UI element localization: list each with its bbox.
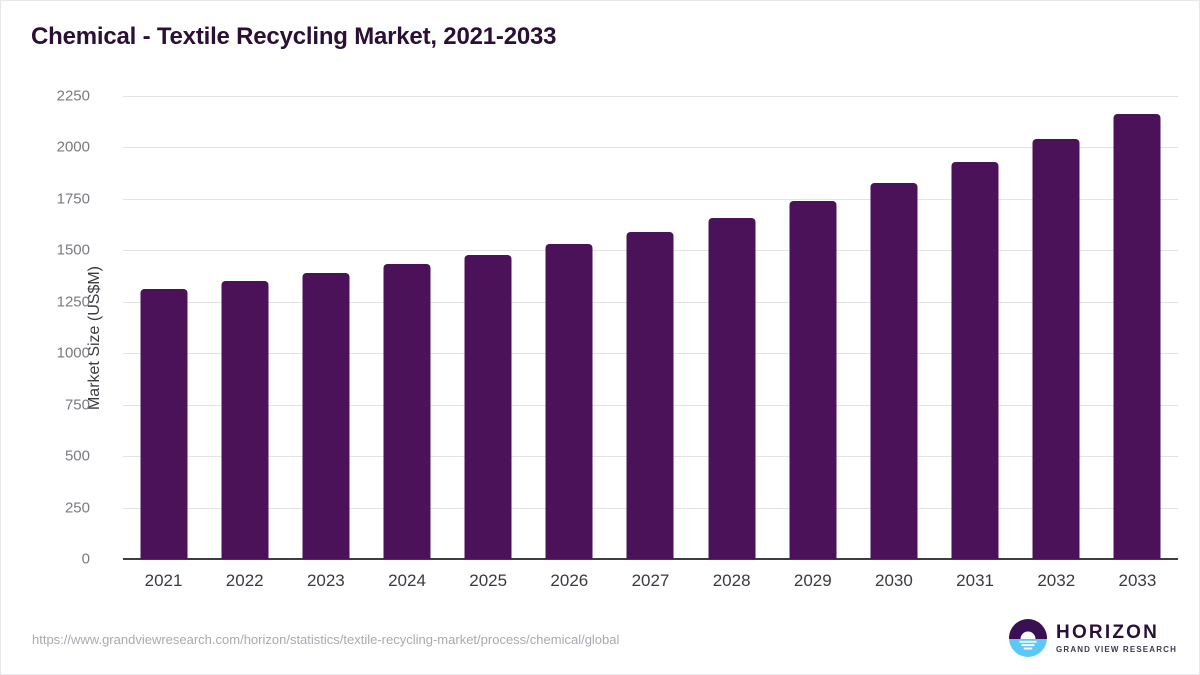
x-axis-tick-label: 2031 [956,571,995,590]
horizon-logo[interactable]: HORIZON GRAND VIEW RESEARCH [1009,619,1177,657]
bar-2031[interactable] [951,161,999,559]
gridline [123,147,1178,149]
x-axis-tick-label: 2033 [1118,571,1157,590]
y-axis-tick-label: 750 [64,396,90,414]
horizon-logo-icon [1009,619,1048,657]
gridline [123,198,1178,200]
x-axis-tick-label: 2029 [793,571,832,590]
bar-2022[interactable] [221,281,269,559]
bar-group: 2024 [366,96,447,590]
bar-group: 2029 [772,96,853,590]
bar-2025[interactable] [464,255,512,559]
x-axis-tick-label: 2023 [306,571,345,590]
y-axis-tick-label: 2000 [56,138,90,156]
x-axis-line [123,558,1178,560]
plot-area: 0 250 500 750 1000 1250 1500 1750 2000 2250 2021 2… [57,88,1178,590]
bar-2027[interactable] [626,231,674,559]
x-axis-tick-label: 2022 [225,571,264,590]
bar-2026[interactable] [545,244,593,559]
bar-2033[interactable] [1113,113,1161,559]
y-axis-tick-label: 1500 [56,241,90,259]
bar-group: 2022 [204,96,285,590]
x-axis-tick-label: 2021 [144,571,183,590]
bar-group: 2030 [853,96,934,590]
y-axis-title: Market Size (US$M) [86,265,104,410]
bar-group: 2026 [529,96,610,590]
x-axis-tick-label: 2032 [1037,571,1076,590]
y-axis-tick-label: 1000 [56,344,90,362]
x-axis-tick-label: 2026 [550,571,589,590]
bar-2028[interactable] [708,218,756,559]
page-title: Chemical - Textile Recycling Market, 202… [31,23,557,50]
bar-group: 2033 [1097,96,1178,590]
bar-2032[interactable] [1032,139,1080,559]
bar-group: 2027 [610,96,691,590]
bar-2023[interactable] [302,272,350,559]
logo-text-block: HORIZON GRAND VIEW RESEARCH [1056,623,1177,654]
bar-group: 2023 [285,96,366,590]
source-url[interactable]: https://www.grandviewresearch.com/horizo… [32,632,620,647]
bar-series: 2021 2022 2023 2024 2025 2026 2027 2028 2029 2030… [123,96,1178,590]
logo-tagline: GRAND VIEW RESEARCH [1056,644,1177,654]
y-axis-tick-label: 500 [64,447,90,465]
bar-group: 2032 [1016,96,1097,590]
bar-group: 2031 [935,96,1016,590]
y-axis-tick-label: 0 [81,550,90,568]
x-axis-tick-label: 2024 [388,571,426,590]
y-axis-tick-label: 1250 [56,293,90,311]
x-axis-tick-label: 2030 [875,571,913,590]
bar-group: 2028 [691,96,772,590]
bar-2030[interactable] [870,183,918,559]
bar-2024[interactable] [383,263,431,559]
x-axis-tick-label: 2027 [631,571,670,590]
x-axis-tick-label: 2028 [712,571,751,590]
gridline [123,96,1178,97]
y-axis-tick-label: 1750 [56,190,90,208]
bar-group: 2025 [448,96,529,590]
y-axis-tick-label: 2250 [56,87,90,105]
bar-2021[interactable] [140,289,188,559]
bar-group: 2021 [123,96,204,590]
y-axis-tick-label: 250 [64,499,90,517]
bar-2029[interactable] [789,200,837,559]
x-axis-tick-label: 2025 [469,571,508,590]
logo-name: HORIZON [1056,621,1160,643]
